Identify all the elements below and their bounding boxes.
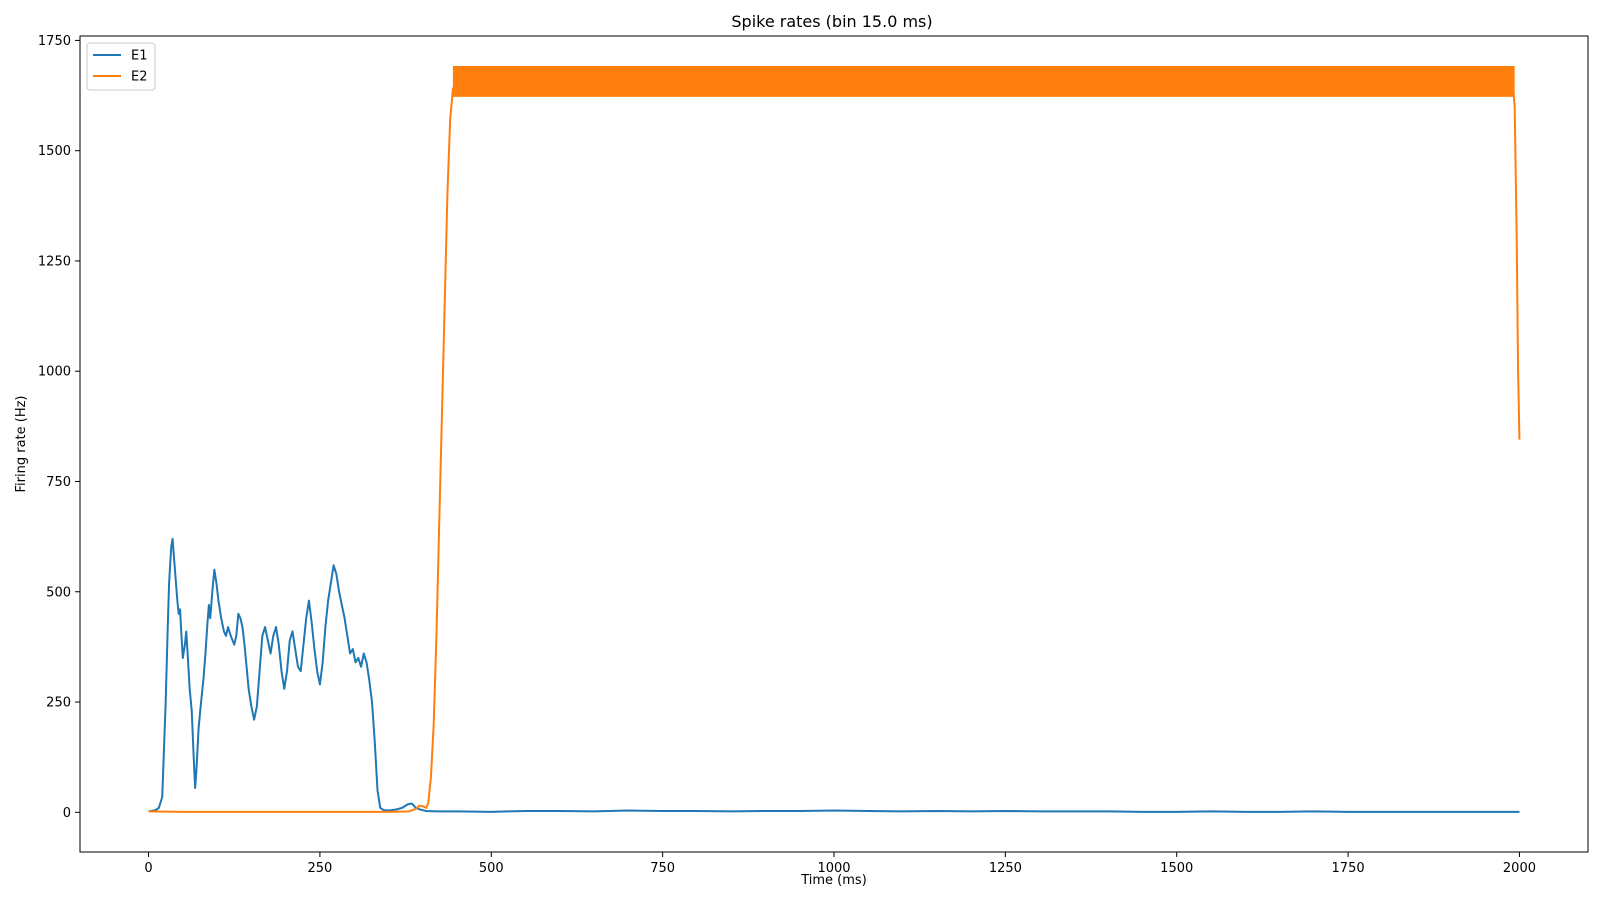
y-tick-label: 1500 bbox=[38, 144, 71, 159]
plot-area bbox=[148, 65, 1521, 813]
x-tick-label: 750 bbox=[650, 861, 675, 876]
y-tick-label: 1750 bbox=[38, 34, 71, 49]
y-tick-label: 1250 bbox=[38, 254, 71, 269]
x-tick-label: 1000 bbox=[817, 861, 850, 876]
legend-label-e1: E1 bbox=[131, 49, 148, 64]
series-e2-line bbox=[148, 78, 1521, 813]
series-e1-line bbox=[148, 537, 1520, 813]
x-tick-label: 1750 bbox=[1332, 861, 1365, 876]
x-tick-label: 0 bbox=[144, 861, 152, 876]
series-e2-oscillation-band bbox=[452, 65, 1515, 97]
x-tick-label: 250 bbox=[307, 861, 332, 876]
x-axis-title: Time (ms) bbox=[800, 873, 867, 888]
chart-title: Spike rates (bin 15.0 ms) bbox=[731, 12, 932, 31]
y-tick-label: 1000 bbox=[38, 365, 71, 380]
x-tick-label: 500 bbox=[479, 861, 504, 876]
y-axis: 0 250 500 750 1000 1250 1500 1750 bbox=[38, 34, 80, 821]
plot-frame bbox=[79, 35, 1589, 853]
y-tick-label: 250 bbox=[46, 696, 71, 711]
x-axis: 0 250 500 750 1000 1250 1500 1750 2000 bbox=[144, 852, 1536, 876]
y-tick-label: 0 bbox=[63, 806, 71, 821]
y-tick-label: 750 bbox=[46, 475, 71, 490]
legend-label-e2: E2 bbox=[131, 70, 148, 85]
y-axis-title: Firing rate (Hz) bbox=[14, 395, 29, 492]
x-tick-label: 2000 bbox=[1503, 861, 1536, 876]
x-tick-label: 1500 bbox=[1160, 861, 1193, 876]
x-tick-label: 1250 bbox=[989, 861, 1022, 876]
y-tick-label: 500 bbox=[46, 585, 71, 600]
